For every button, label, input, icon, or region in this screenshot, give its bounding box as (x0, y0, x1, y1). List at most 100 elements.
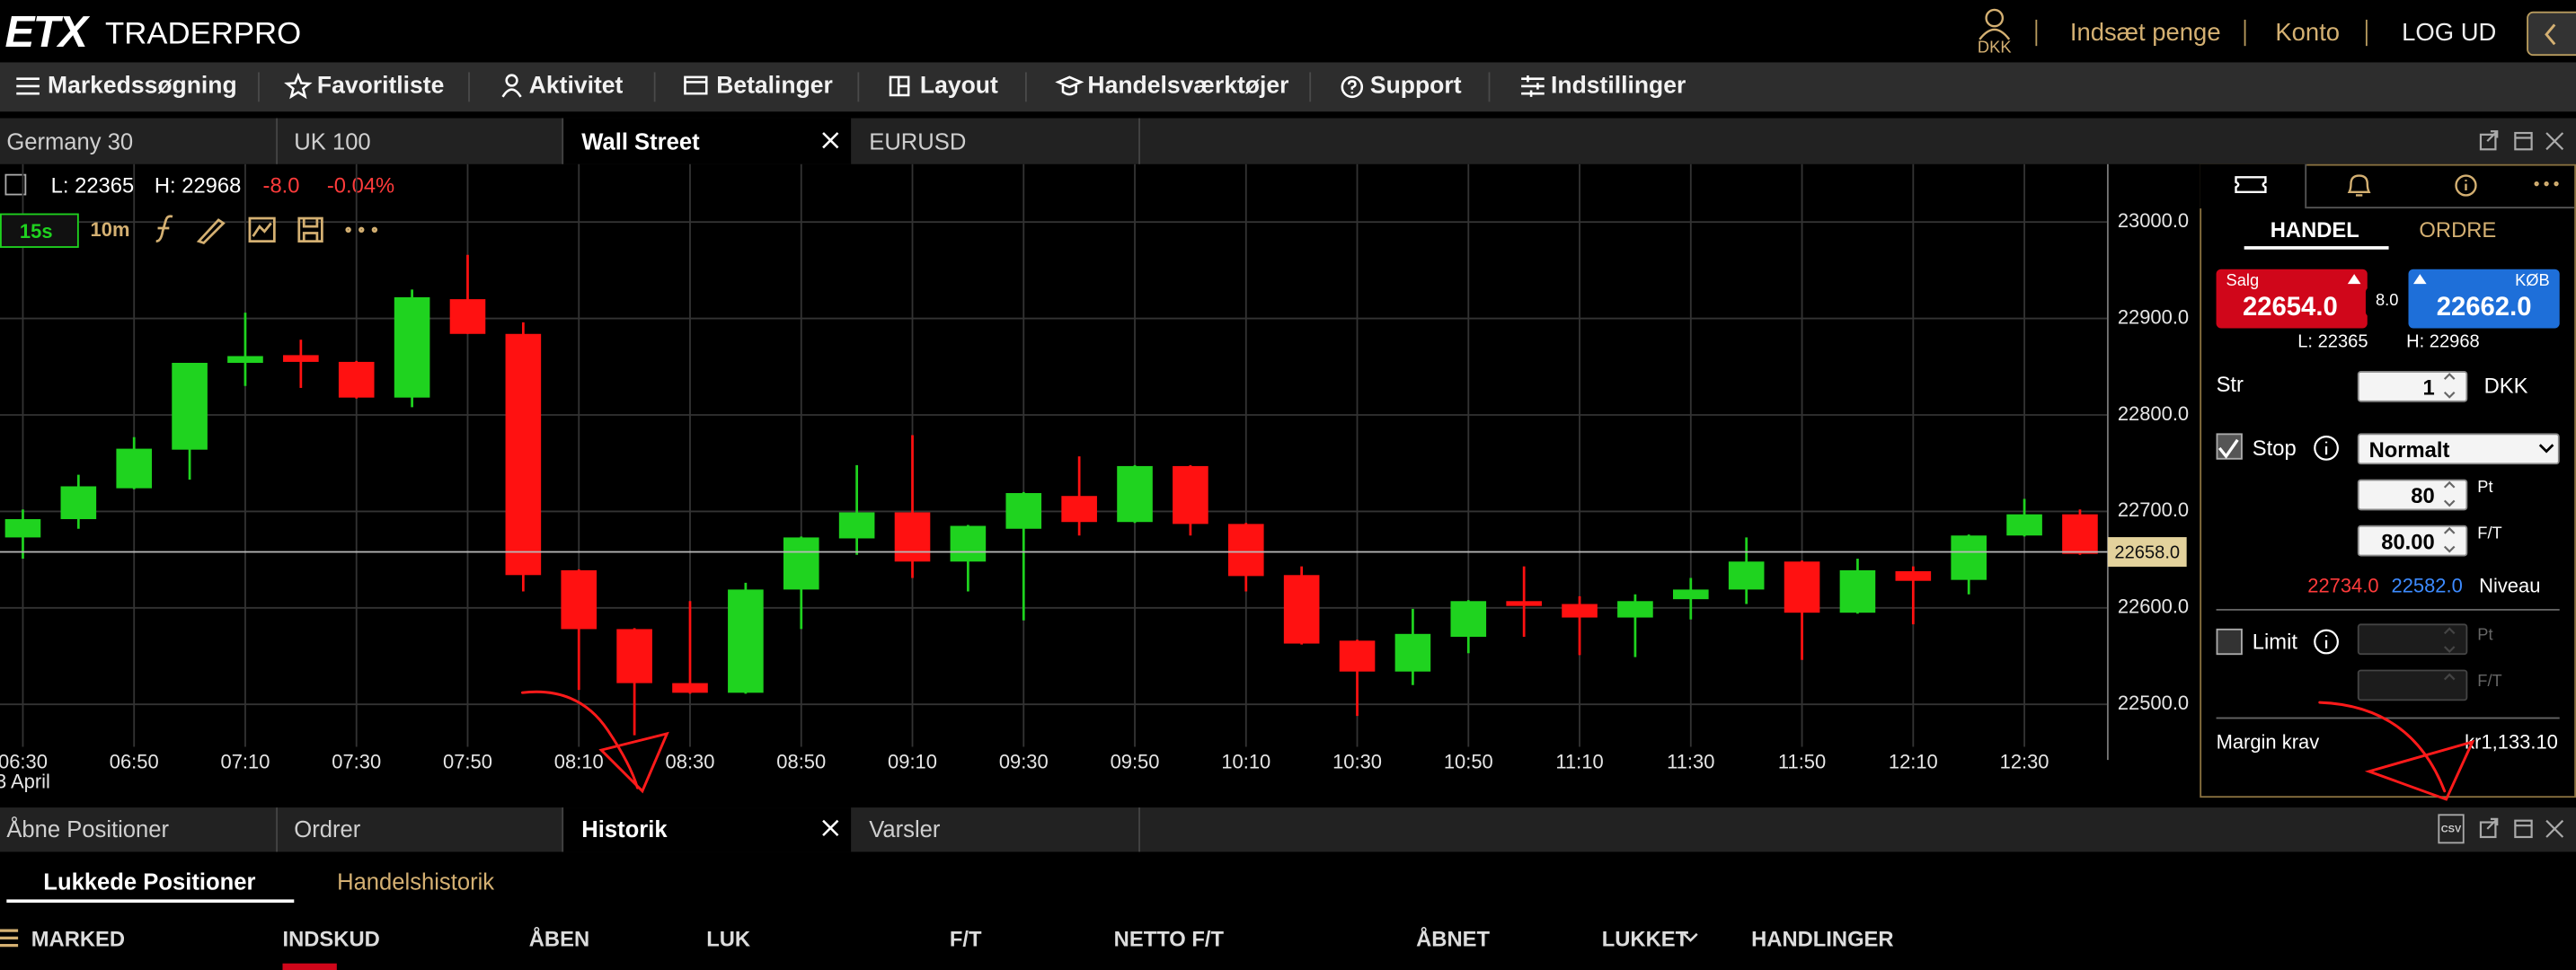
column-header[interactable]: NETTO F/T (1113, 926, 1225, 951)
chart-tools[interactable] (149, 215, 379, 245)
candle-body (1450, 601, 1487, 638)
column-header[interactable]: ÅBNET (1416, 926, 1490, 951)
size-value[interactable]: 1 (2422, 375, 2435, 400)
deposit-link[interactable]: Indsæt penge (2069, 19, 2221, 48)
interval-label[interactable]: 15s (19, 219, 53, 243)
separator (1024, 72, 1027, 102)
candle-body (838, 512, 875, 539)
limit-checkbox[interactable] (2216, 628, 2243, 656)
menu-item[interactable]: Handelsværktøjer (1087, 73, 1289, 101)
x-tick-label: 09:30 (999, 751, 1049, 773)
y-tick-label: 22500.0 (2118, 692, 2189, 714)
menu-item[interactable]: Indstillinger (1551, 73, 1686, 101)
candle-body (227, 356, 263, 363)
collapse-button[interactable] (2527, 11, 2576, 57)
close-icon[interactable] (822, 819, 839, 837)
tab-label[interactable]: Varsler (869, 816, 941, 842)
panel-tab-label[interactable]: HANDEL (2270, 217, 2359, 242)
menu-item[interactable]: Aktivitet (528, 73, 624, 101)
tab[interactable] (279, 118, 564, 164)
subtab[interactable]: Handelshistorik (337, 868, 495, 895)
candle-body (283, 355, 319, 362)
column-header[interactable]: HANDLINGER (1751, 926, 1894, 951)
quote-change-pct: -0.04% (326, 172, 395, 198)
window-controls[interactable] (2479, 130, 2571, 151)
columns-menu-icon[interactable] (0, 929, 19, 948)
date-label: 3 April (0, 770, 50, 792)
x-tick-label: 07:50 (443, 751, 492, 773)
candle-body (1951, 535, 1987, 580)
stop-label: Stop (2252, 436, 2297, 461)
layout-icon (889, 75, 910, 97)
stop-points[interactable]: 80 (2411, 483, 2435, 508)
sell-button[interactable] (2216, 269, 2368, 329)
interval-button[interactable] (0, 213, 79, 248)
menu-item[interactable]: Layout (919, 73, 998, 101)
checkbox[interactable] (4, 173, 27, 196)
sort-indicator (282, 963, 337, 970)
x-tick-label: 09:50 (1111, 751, 1160, 773)
candle-body (1005, 492, 1042, 529)
logout-link[interactable]: LOG UD (2402, 19, 2497, 48)
x-tick-label: 10:30 (1332, 751, 1382, 773)
logo[interactable]: ETX (4, 7, 87, 57)
x-tick-label: 12:10 (1889, 751, 1938, 773)
tab-label[interactable]: Germany 30 (6, 128, 134, 154)
tab-label[interactable]: UK 100 (294, 128, 371, 154)
x-tick-label: 09:10 (888, 751, 937, 773)
account-link[interactable]: Konto (2275, 19, 2341, 48)
panel-tab-icons[interactable] (2235, 174, 2563, 198)
subtab-active[interactable]: Lukkede Positioner (43, 868, 256, 895)
tab[interactable] (0, 118, 279, 164)
panel-low: L: 22365 (2297, 332, 2368, 352)
column-header[interactable]: MARKED (31, 926, 126, 951)
tab-label[interactable]: Wall Street (581, 128, 700, 154)
tab[interactable] (851, 118, 1140, 164)
sell-price[interactable]: 22654.0 (2242, 294, 2338, 322)
close-icon[interactable] (822, 132, 839, 149)
column-header[interactable]: ÅBEN (528, 926, 590, 951)
period-label[interactable]: 10m (90, 218, 130, 242)
current-price-label: 22658.0 (2114, 543, 2180, 563)
tab-active[interactable] (563, 118, 852, 164)
stop-pl[interactable]: 80.00 (2381, 529, 2435, 554)
user-icon[interactable] (1977, 6, 2013, 40)
csv-label[interactable]: CSV (2440, 825, 2462, 836)
up-arrow (2412, 274, 2427, 285)
candle-body (950, 525, 987, 562)
sell-label[interactable]: Salg (2226, 272, 2260, 291)
tab-label[interactable]: Historik (581, 816, 668, 842)
tab-active[interactable] (563, 807, 852, 852)
tab[interactable] (851, 807, 1140, 852)
buy-button[interactable] (2408, 269, 2560, 329)
candle-body (1173, 465, 1208, 525)
tab[interactable] (0, 807, 279, 852)
buy-label[interactable]: KØB (2515, 272, 2550, 291)
column-header[interactable]: F/T (949, 926, 982, 951)
menu-item[interactable]: Markedssøgning (48, 73, 237, 101)
buy-price[interactable]: 22662.0 (2436, 294, 2532, 322)
column-header[interactable]: LUKKET (1601, 926, 1689, 951)
stop-checkbox[interactable] (2216, 433, 2243, 460)
tab-label[interactable]: Ordrer (294, 816, 361, 842)
menu-item[interactable]: Favoritliste (316, 73, 445, 101)
panel-tab-label[interactable]: ORDRE (2419, 217, 2497, 242)
panel-tab-active[interactable] (2200, 163, 2307, 209)
csv-button[interactable] (2438, 814, 2465, 844)
candle-body (116, 448, 153, 489)
chevron-left (2545, 23, 2556, 46)
tab-label[interactable]: Åbne Positioner (6, 816, 170, 842)
panel-icons (2217, 373, 2554, 681)
tab[interactable] (279, 807, 564, 852)
menu-item[interactable]: Betalinger (716, 73, 833, 101)
tab-label[interactable]: EURUSD (869, 128, 967, 154)
menu-item[interactable]: Support (1369, 73, 1462, 101)
column-header[interactable]: INDSKUD (282, 926, 380, 951)
stop-type-select[interactable] (2357, 433, 2560, 465)
candle-body (1784, 561, 1820, 613)
column-header[interactable]: LUK (706, 926, 751, 951)
stop-type[interactable]: Normalt (2368, 437, 2450, 463)
window-controls[interactable] (2479, 817, 2571, 839)
candlestick-chart: 22500.0 22600.0 22700.0 22800.0 22900.0 23000… (0, 163, 2189, 792)
size-label: Str (2216, 371, 2244, 397)
